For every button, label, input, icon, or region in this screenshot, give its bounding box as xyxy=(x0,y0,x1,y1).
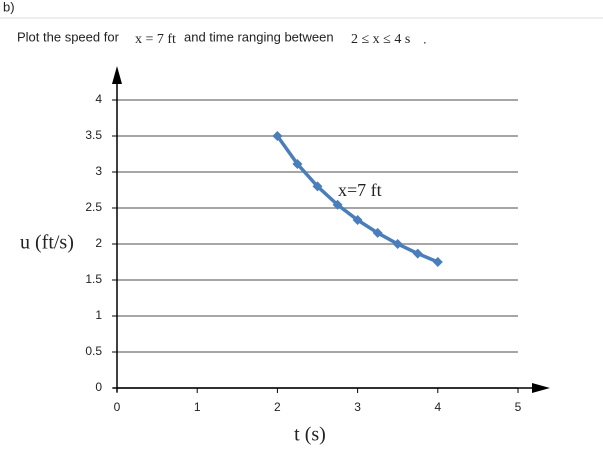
y-tick-label: 3 xyxy=(95,164,102,178)
range: 2 ≤ x ≤ 4 s xyxy=(351,32,410,47)
plot-area: 0 0.5 1 1.5 2 2.5 3 3.5 4 0 1 2 3 4 5 xyxy=(85,92,521,414)
prompt: Plot the speed for xyxy=(17,29,120,44)
y-axis-label: u (ft/s) xyxy=(20,232,74,254)
condition: x = 7 ft xyxy=(135,32,176,47)
marker xyxy=(312,181,323,192)
x-tick-label: 4 xyxy=(434,400,441,414)
annotation: x=7 ft xyxy=(338,180,382,200)
y-tick-label: 2 xyxy=(95,236,102,250)
x-tick-label: 3 xyxy=(354,400,361,414)
period: . xyxy=(423,31,427,46)
marker xyxy=(372,227,383,238)
x-arrow xyxy=(532,383,550,393)
marker xyxy=(392,239,403,249)
marker xyxy=(292,159,303,170)
x-axis-label: t (s) xyxy=(294,424,326,446)
x-tick-label: 0 xyxy=(114,400,121,414)
x-tick-label: 1 xyxy=(194,400,201,414)
y-tick-label: 1 xyxy=(95,308,102,322)
marker xyxy=(332,199,343,210)
connector: and time ranging between xyxy=(184,29,334,44)
y-arrow xyxy=(112,66,122,84)
x-tick-label: 2 xyxy=(274,400,281,414)
marker xyxy=(412,248,423,259)
y-tick-label: 1.5 xyxy=(85,272,102,286)
marker xyxy=(432,257,443,267)
y-tick-label: 4 xyxy=(95,92,102,106)
marker xyxy=(352,215,363,226)
y-tick-label: 0 xyxy=(95,380,102,394)
marker xyxy=(272,131,283,141)
x-tick-label: 5 xyxy=(515,400,522,414)
y-tick-label: 2.5 xyxy=(85,200,102,214)
part-label: b) xyxy=(3,0,15,14)
y-tick-label: 3.5 xyxy=(85,128,102,142)
y-tick-label: 0.5 xyxy=(85,344,102,358)
